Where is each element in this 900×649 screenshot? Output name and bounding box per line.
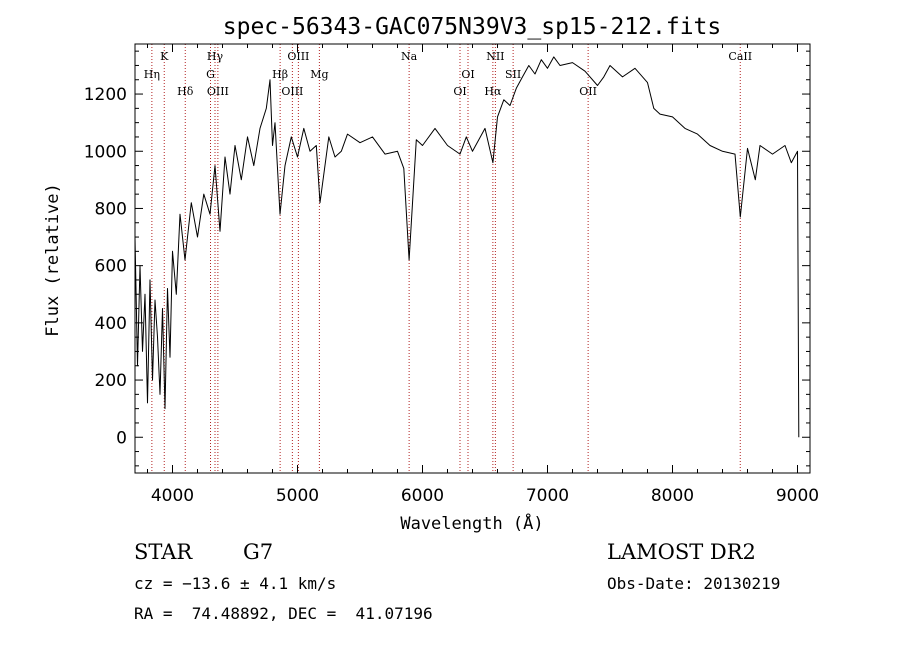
- object-subclass: G7: [243, 540, 274, 564]
- line-marker-label: OII: [579, 85, 597, 98]
- line-marker-label: Hβ: [272, 68, 288, 81]
- line-marker-label: OIII: [281, 85, 303, 98]
- line-marker-label: Hδ: [177, 85, 194, 98]
- line-marker-label: OI: [453, 85, 466, 98]
- line-marker-label: OI: [461, 68, 474, 81]
- line-marker-label: OIII: [207, 85, 229, 98]
- x-tick-label: 5000: [276, 486, 319, 506]
- line-marker-label: CaII: [728, 50, 752, 63]
- y-tick-label: 0: [116, 428, 127, 448]
- line-marker-label: OIII: [287, 50, 309, 63]
- y-tick-label: 1000: [84, 142, 127, 162]
- line-marker-label: NII: [486, 50, 504, 63]
- y-axis: 0 200 400 600 800 1000 1200: [84, 50, 810, 467]
- obs-date: Obs-Date: 20130219: [607, 574, 781, 593]
- y-tick-label: 1200: [84, 85, 127, 105]
- x-tick-label: 8000: [651, 486, 694, 506]
- plot-frame: [134, 43, 811, 474]
- x-tick-label: 7000: [526, 486, 569, 506]
- y-tick-label: 400: [95, 314, 127, 334]
- y-axis-label: Flux (relative): [43, 183, 63, 337]
- chart-title: spec-56343-GAC075N39V3_sp15-212.fits: [223, 14, 722, 40]
- x-tick-label: 6000: [401, 486, 444, 506]
- line-marker-label: Hη: [144, 68, 160, 81]
- x-axis-label: Wavelength (Å): [400, 512, 543, 534]
- x-axis: 4000 5000 6000 7000 8000 9000: [147, 44, 819, 506]
- y-tick-label: 600: [95, 257, 127, 277]
- object-class: STAR: [134, 540, 193, 564]
- x-tick-label: 4000: [151, 486, 194, 506]
- y-tick-label: 800: [95, 199, 127, 219]
- line-marker-label: Hγ: [207, 50, 224, 63]
- line-marker-label: Na: [401, 50, 418, 63]
- line-marker-label: G: [206, 68, 215, 81]
- y-tick-label: 200: [95, 371, 127, 391]
- x-tick-label: 9000: [776, 486, 819, 506]
- survey-label: LAMOST DR2: [607, 540, 756, 564]
- line-marker-label: K: [160, 50, 169, 63]
- coordinates-readout: RA = 74.48892, DEC = 41.07196: [134, 604, 433, 623]
- redshift-readout: cz = −13.6 ± 4.1 km/s: [134, 574, 337, 593]
- spectrum-line: [134, 56, 800, 438]
- spectral-line-markers: [151, 44, 741, 473]
- line-marker-label: Hα: [484, 85, 502, 98]
- line-marker-label: Mg: [310, 68, 328, 81]
- line-marker-label: SII: [505, 68, 521, 81]
